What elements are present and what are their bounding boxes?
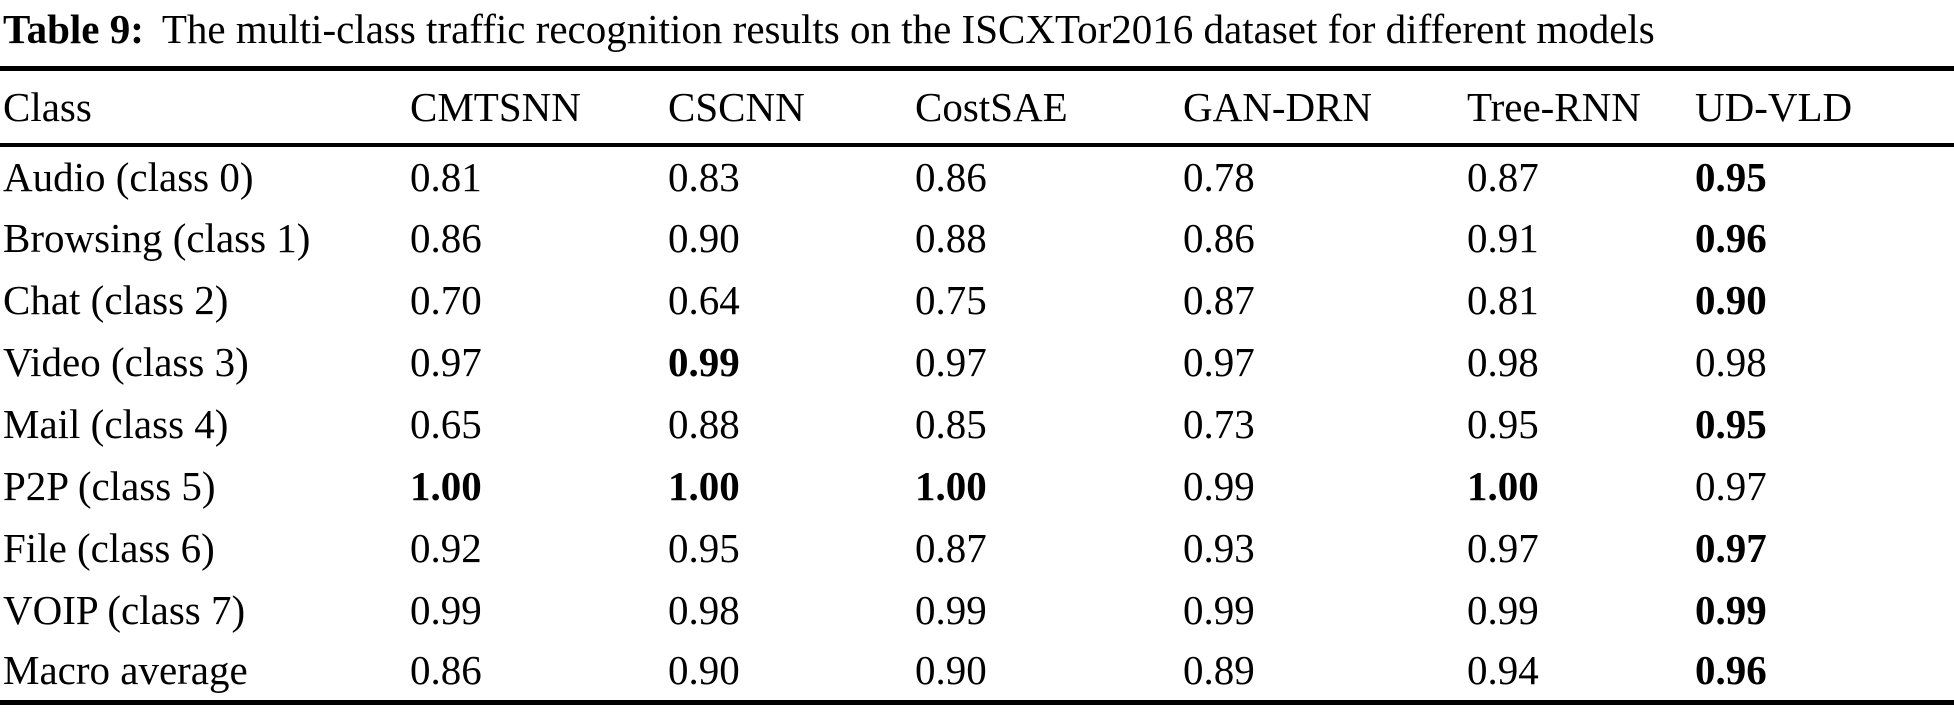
metric-cell: 0.91 <box>1467 214 1539 261</box>
row-class-label: Macro average <box>3 647 248 694</box>
metric-cell: 0.97 <box>1695 524 1767 571</box>
metric-cell: 0.96 <box>1695 647 1767 694</box>
metric-cell: 0.86 <box>410 214 482 261</box>
table-row: Chat (class 2) 0.70 0.64 0.75 0.87 0.81 … <box>0 269 1954 331</box>
metric-cell: 0.86 <box>410 647 482 694</box>
table-row: Browsing (class 1) 0.86 0.90 0.88 0.86 0… <box>0 207 1954 269</box>
table-row: P2P (class 5) 1.00 1.00 1.00 0.99 1.00 0… <box>0 455 1954 517</box>
row-class-label: Audio (class 0) <box>3 153 254 200</box>
metric-cell: 1.00 <box>1467 462 1539 509</box>
metric-cell: 0.93 <box>1183 524 1255 571</box>
metric-cell: 0.99 <box>668 338 740 385</box>
metric-cell: 0.92 <box>410 524 482 571</box>
metric-cell: 0.95 <box>668 524 740 571</box>
metric-cell: 0.98 <box>1695 338 1767 385</box>
table-row: Video (class 3) 0.97 0.99 0.97 0.97 0.98… <box>0 331 1954 393</box>
caption-text: The multi-class traffic recognition resu… <box>161 6 1655 52</box>
row-class-label: P2P (class 5) <box>3 462 216 509</box>
metric-cell: 0.99 <box>410 586 482 633</box>
metric-cell: 0.97 <box>1183 338 1255 385</box>
table-row: VOIP (class 7) 0.99 0.98 0.99 0.99 0.99 … <box>0 579 1954 641</box>
metric-cell: 0.64 <box>668 276 740 323</box>
metric-cell: 0.86 <box>915 153 987 200</box>
results-table: Class CMTSNN CSCNN CostSAE GAN-DRN Tree-… <box>0 66 1954 705</box>
column-header-gan-drn: GAN-DRN <box>1183 68 1467 147</box>
metric-cell: 0.99 <box>1467 586 1539 633</box>
table-row: File (class 6) 0.92 0.95 0.87 0.93 0.97 … <box>0 517 1954 579</box>
metric-cell: 0.87 <box>1183 276 1255 323</box>
row-class-label: Mail (class 4) <box>3 400 229 447</box>
column-header-tree-rnn: Tree-RNN <box>1467 68 1695 147</box>
metric-cell: 0.88 <box>915 214 987 261</box>
row-class-label: Browsing (class 1) <box>3 214 311 261</box>
metric-cell: 0.89 <box>1183 647 1255 694</box>
metric-cell: 0.90 <box>668 647 740 694</box>
column-header-class: Class <box>0 68 410 147</box>
metric-cell: 0.99 <box>1695 586 1767 633</box>
column-header-cmtsnn: CMTSNN <box>410 68 668 147</box>
metric-cell: 0.98 <box>668 586 740 633</box>
metric-cell: 0.97 <box>1467 524 1539 571</box>
table-caption: Table 9: The multi-class traffic recognit… <box>0 0 1954 66</box>
metric-cell: 0.97 <box>915 338 987 385</box>
metric-cell: 0.85 <box>915 400 987 447</box>
column-header-costsae: CostSAE <box>915 68 1183 147</box>
metric-cell: 0.95 <box>1695 400 1767 447</box>
metric-cell: 1.00 <box>410 462 482 509</box>
metric-cell: 0.99 <box>915 586 987 633</box>
row-class-label: Chat (class 2) <box>3 276 229 323</box>
table-body: Audio (class 0) 0.81 0.83 0.86 0.78 0.87… <box>0 145 1954 703</box>
metric-cell: 0.65 <box>410 400 482 447</box>
metric-cell: 0.96 <box>1695 214 1767 261</box>
metric-cell: 0.95 <box>1467 400 1539 447</box>
metric-cell: 0.95 <box>1695 153 1767 200</box>
row-class-label: Video (class 3) <box>3 338 249 385</box>
metric-cell: 0.86 <box>1183 214 1255 261</box>
metric-cell: 0.90 <box>1695 276 1767 323</box>
column-header-ud-vld: UD-VLD <box>1695 68 1954 147</box>
metric-cell: 0.87 <box>915 524 987 571</box>
metric-cell: 0.88 <box>668 400 740 447</box>
metric-cell: 0.97 <box>1695 462 1767 509</box>
metric-cell: 1.00 <box>668 462 740 509</box>
row-class-label: File (class 6) <box>3 524 215 571</box>
metric-cell: 0.99 <box>1183 462 1255 509</box>
metric-cell: 0.73 <box>1183 400 1255 447</box>
table-row: Macro average 0.86 0.90 0.90 0.89 0.94 0… <box>0 641 1954 703</box>
metric-cell: 1.00 <box>915 462 987 509</box>
metric-cell: 0.83 <box>668 153 740 200</box>
table-row: Audio (class 0) 0.81 0.83 0.86 0.78 0.87… <box>0 145 1954 207</box>
metric-cell: 0.99 <box>1183 586 1255 633</box>
metric-cell: 0.97 <box>410 338 482 385</box>
metric-cell: 0.75 <box>915 276 987 323</box>
metric-cell: 0.87 <box>1467 153 1539 200</box>
metric-cell: 0.98 <box>1467 338 1539 385</box>
table-header-row: Class CMTSNN CSCNN CostSAE GAN-DRN Tree-… <box>0 68 1954 147</box>
caption-label: Table 9: <box>3 6 144 52</box>
metric-cell: 0.81 <box>1467 276 1539 323</box>
table-row: Mail (class 4) 0.65 0.88 0.85 0.73 0.95 … <box>0 393 1954 455</box>
row-class-label: VOIP (class 7) <box>3 586 246 633</box>
metric-cell: 0.70 <box>410 276 482 323</box>
metric-cell: 0.94 <box>1467 647 1539 694</box>
column-header-cscnn: CSCNN <box>668 68 915 147</box>
metric-cell: 0.81 <box>410 153 482 200</box>
metric-cell: 0.78 <box>1183 153 1255 200</box>
metric-cell: 0.90 <box>668 214 740 261</box>
metric-cell: 0.90 <box>915 647 987 694</box>
